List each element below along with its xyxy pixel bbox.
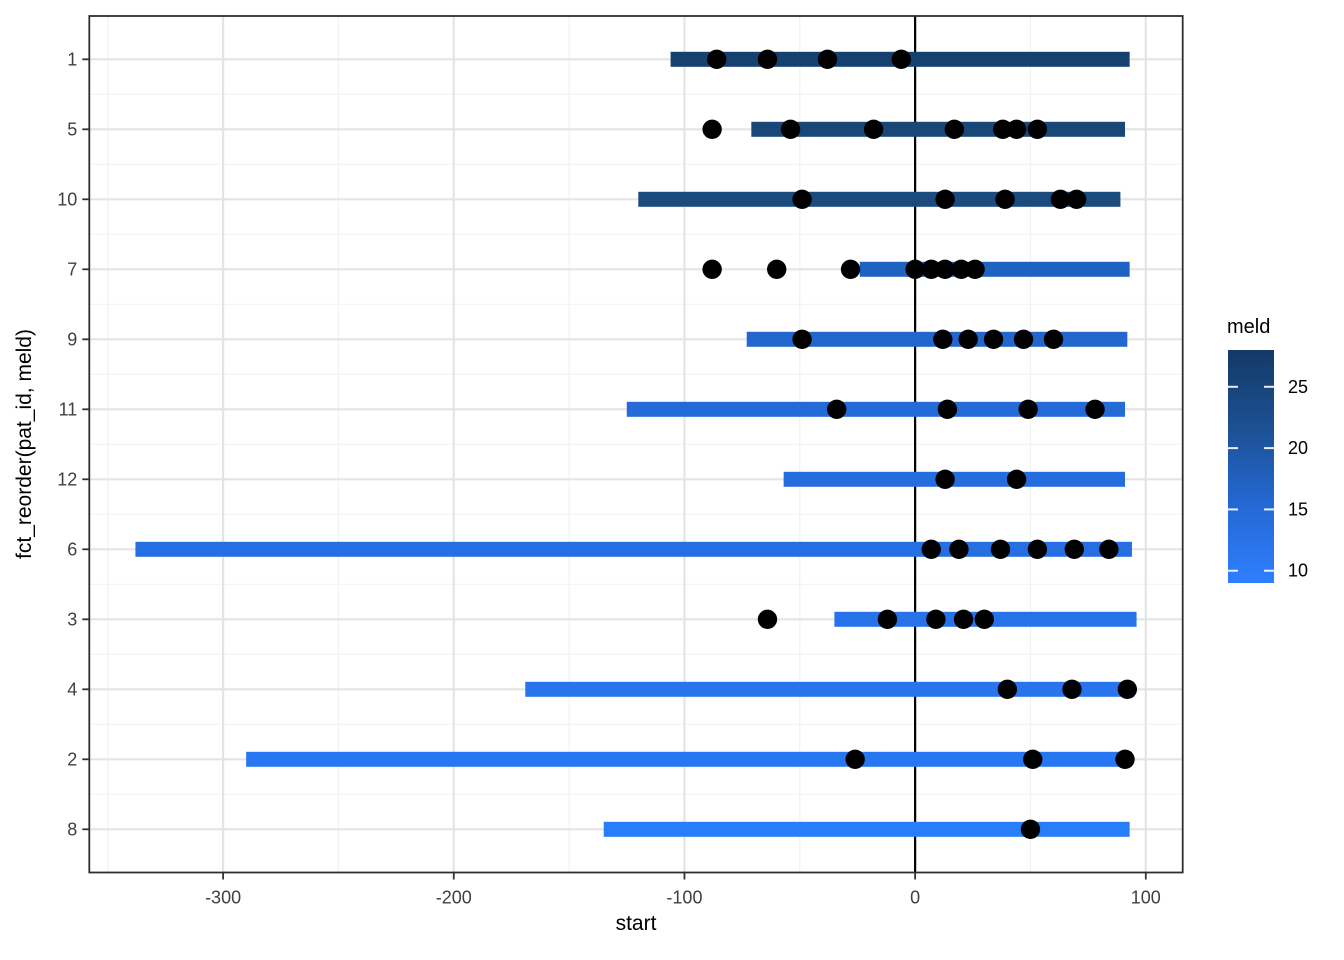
event-dot	[935, 259, 955, 279]
x-tick-label: -300	[205, 888, 241, 908]
event-dot	[1006, 119, 1027, 139]
duration-bar-pat-6	[135, 541, 1132, 557]
duration-bar-pat-11	[626, 401, 1126, 417]
event-dot	[949, 539, 969, 559]
event-dot	[935, 189, 955, 209]
x-tick-label: -100	[666, 888, 702, 908]
event-dot	[767, 259, 787, 279]
event-dot	[905, 259, 925, 279]
event-dot	[1050, 189, 1071, 209]
event-dot	[965, 259, 985, 279]
event-dot	[990, 539, 1011, 559]
legend-gradient-bar	[1228, 350, 1274, 583]
event-dot	[1027, 539, 1048, 559]
x-axis-title: start	[615, 912, 657, 935]
event-dot	[817, 49, 838, 69]
event-dot	[1027, 119, 1048, 139]
event-dot	[792, 329, 812, 349]
event-dot	[951, 259, 971, 279]
event-dot	[845, 749, 865, 769]
legend-title: meld	[1227, 316, 1271, 338]
legend-tick-label: 20	[1288, 438, 1308, 458]
event-dot	[1006, 469, 1027, 489]
event-dot	[958, 329, 978, 349]
y-tick-label: 1	[67, 49, 77, 69]
event-dot	[792, 189, 812, 209]
y-tick-label: 8	[67, 819, 77, 839]
event-dot	[757, 49, 778, 69]
event-dot	[1115, 749, 1135, 769]
event-dot	[863, 119, 884, 139]
event-dot	[1023, 749, 1043, 769]
event-dot	[1018, 399, 1038, 419]
y-tick-label: 10	[57, 189, 77, 209]
event-dot	[1117, 679, 1138, 699]
event-dot	[1020, 819, 1041, 839]
event-dot	[757, 609, 778, 629]
duration-bar-pat-2	[246, 751, 1132, 767]
x-tick-label: 0	[910, 888, 920, 908]
x-tick-label: 100	[1131, 888, 1161, 908]
legend-tick-label: 25	[1288, 377, 1308, 397]
event-dot	[921, 539, 941, 559]
event-dot	[926, 609, 946, 629]
y-tick-label: 2	[67, 749, 77, 769]
event-dot	[780, 119, 801, 139]
y-tick-label: 6	[67, 539, 77, 559]
event-dot	[877, 609, 898, 629]
legend-tick-label: 10	[1288, 561, 1308, 581]
y-tick-label: 7	[67, 259, 77, 279]
legend-tick-label: 15	[1288, 499, 1308, 519]
event-dot	[1062, 679, 1082, 699]
event-dot	[997, 679, 1018, 699]
duration-bar-pat-7	[859, 261, 1130, 277]
event-dot	[993, 119, 1013, 139]
event-dot	[921, 259, 941, 279]
y-axis-title: fct_reorder(pat_id, meld)	[13, 329, 36, 559]
event-dot	[826, 399, 847, 419]
duration-bar-pat-4	[525, 681, 1135, 697]
event-dot	[933, 329, 953, 349]
event-dot	[840, 259, 861, 279]
event-dot	[702, 119, 722, 139]
event-dot	[1043, 329, 1064, 349]
event-dot	[995, 189, 1015, 209]
y-tick-label: 9	[67, 329, 77, 349]
y-tick-label: 4	[67, 679, 77, 699]
x-tick-label: -200	[436, 888, 472, 908]
event-dot	[974, 609, 995, 629]
event-dot	[937, 399, 958, 419]
panel-border	[88, 15, 1184, 874]
duration-bar-pat-10	[638, 191, 1121, 207]
event-dot	[1066, 189, 1087, 209]
event-dot	[953, 609, 974, 629]
event-dot	[1064, 539, 1084, 559]
event-dot	[1013, 329, 1034, 349]
y-tick-label: 12	[57, 469, 77, 489]
event-dot	[944, 119, 965, 139]
y-tick-label: 11	[59, 399, 78, 419]
event-dot	[1085, 399, 1105, 419]
y-tick-label: 3	[67, 609, 77, 629]
event-dot	[1099, 539, 1119, 559]
duration-bar-pat-5	[751, 121, 1126, 137]
y-tick-label: 5	[67, 119, 77, 139]
event-dot	[891, 49, 911, 69]
event-dot	[935, 469, 955, 489]
event-dot	[707, 49, 727, 69]
event-dot	[983, 329, 1004, 349]
event-dot	[702, 259, 722, 279]
duration-bar-pat-8	[603, 821, 1130, 837]
